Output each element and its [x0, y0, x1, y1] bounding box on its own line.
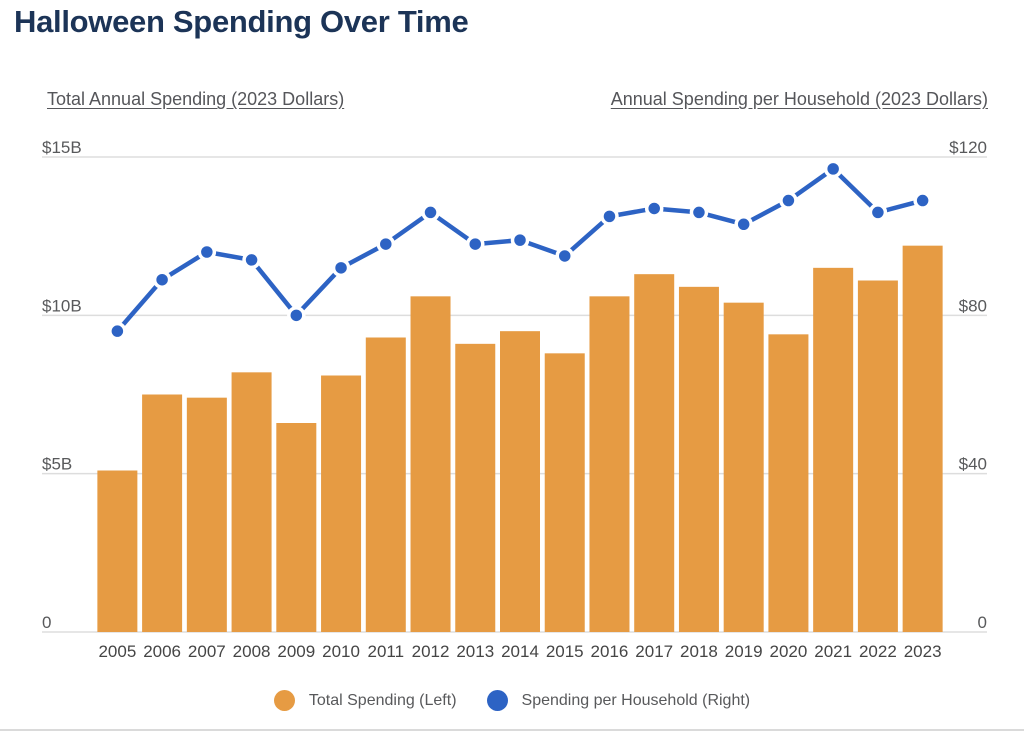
bar-2010: [321, 375, 362, 632]
line-point-2013: [466, 234, 485, 254]
line-point-2010: [331, 258, 351, 278]
x-axis-label-2010: 2010: [322, 642, 360, 661]
x-axis-label-2023: 2023: [904, 642, 942, 661]
x-axis-label-2005: 2005: [98, 642, 136, 661]
x-axis-label-2006: 2006: [143, 642, 181, 661]
per-household-line: [115, 166, 925, 334]
left-axis-title: Total Annual Spending (2023 Dollars): [47, 89, 345, 109]
x-axis-label-2009: 2009: [277, 642, 315, 661]
x-axis-label-2020: 2020: [770, 642, 808, 661]
legend-label-total-spending: Total Spending (Left): [308, 691, 457, 709]
x-axis-label-2015: 2015: [546, 642, 584, 661]
bar-2013: [455, 343, 496, 632]
page-title: Halloween Spending Over Time: [14, 4, 469, 39]
line-point-2007: [197, 242, 217, 262]
x-axis-label-2008: 2008: [233, 642, 271, 661]
left-axis-tick: $15B: [42, 138, 82, 157]
bar-2007: [186, 397, 227, 632]
left-axis-tick: $5B: [42, 455, 72, 474]
bar-2012: [410, 296, 451, 632]
x-axis-label-2016: 2016: [591, 642, 629, 661]
line-point-2021: [823, 159, 843, 179]
bar-2005: [97, 470, 138, 632]
x-axis-label-2018: 2018: [680, 642, 718, 661]
x-axis-label-2013: 2013: [456, 642, 494, 661]
bar-2022: [857, 280, 898, 632]
bar-2008: [231, 372, 272, 632]
line-point-2018: [689, 203, 709, 222]
x-axis-label-2014: 2014: [501, 642, 539, 661]
bar-2018: [678, 286, 719, 632]
right-axis-tick: $40: [959, 455, 987, 474]
left-axis-tick: 0: [42, 613, 51, 632]
legend-swatch-total-spending: [273, 690, 295, 711]
bar-2014: [500, 331, 540, 632]
bar-2021: [813, 267, 854, 632]
left-axis-tick: $10B: [42, 296, 82, 315]
bar-2020: [768, 334, 809, 632]
bar-2016: [589, 296, 630, 632]
legend-item-total-spending: Total Spending (Left): [273, 690, 457, 711]
right-axis-tick: $80: [959, 296, 987, 315]
bar-2015: [544, 353, 585, 632]
right-axis-tick: $120: [949, 138, 987, 157]
line-point-2017: [644, 199, 664, 218]
right-axis-title: Annual Spending per Household (2023 Doll…: [610, 89, 988, 109]
line-point-2019: [734, 215, 753, 234]
x-axis-label-2021: 2021: [814, 642, 852, 661]
bar-2009: [276, 423, 317, 632]
line-point-2016: [600, 207, 619, 226]
line-point-2005: [108, 321, 127, 341]
line-point-2023: [913, 191, 932, 210]
line-point-2008: [242, 250, 261, 270]
bar-2006: [142, 394, 183, 632]
line-point-2015: [555, 246, 574, 266]
x-axis-label-2022: 2022: [859, 642, 897, 661]
line-point-2012: [421, 203, 440, 222]
legend-swatch-per-household: [486, 690, 508, 711]
bar-2011: [365, 337, 406, 632]
legend-label-per-household: Spending per Household (Right): [521, 691, 751, 709]
line-point-2006: [152, 270, 172, 289]
x-axis-label-2011: 2011: [368, 642, 405, 661]
line-point-2020: [779, 191, 798, 210]
bar-2023: [902, 245, 943, 632]
line-point-2009: [287, 306, 306, 325]
line-point-2011: [376, 234, 396, 254]
bottom-divider: [0, 729, 1024, 731]
x-axis-label-2007: 2007: [188, 642, 226, 661]
x-axis-label-2019: 2019: [725, 642, 763, 661]
bar-2017: [634, 274, 675, 632]
line-point-2014: [510, 230, 530, 250]
right-axis-tick: 0: [978, 613, 987, 632]
chart-legend: Total Spending (Left) Spending per House…: [0, 690, 1024, 711]
x-axis-label-2017: 2017: [635, 642, 673, 661]
bar-2019: [723, 302, 764, 632]
line-point-2022: [868, 203, 888, 222]
legend-item-per-household: Spending per Household (Right): [486, 690, 751, 711]
x-axis-label-2012: 2012: [412, 642, 450, 661]
